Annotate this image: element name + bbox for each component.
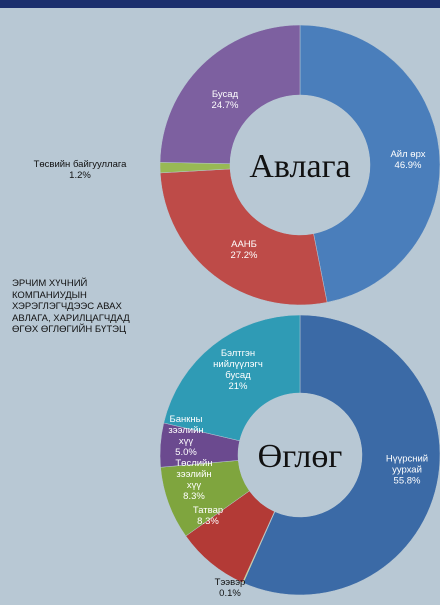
category-label: ААНБ: [231, 239, 257, 250]
value-label: 55.8%: [393, 475, 421, 487]
caption: ЭРЧИМ ХҮЧНИЙ КОМПАНИУДЫН ХЭРЭГЛЭГЧДЭЭС А…: [12, 278, 130, 335]
value-label: 24.7%: [211, 100, 239, 111]
slice-label: Тээвэр 0.1%: [200, 577, 260, 599]
category-label: Татвар: [192, 505, 224, 516]
slice-label: ААНБ 27.2%: [214, 239, 274, 261]
center-label: Өглөг: [258, 438, 343, 475]
slice-label: Татвар 8.3%: [183, 505, 233, 527]
value-label: 21%: [228, 381, 248, 392]
value-label: 5.0%: [175, 447, 197, 458]
slice-label: Бэлтгэн нийлүүлэгч бусад 21%: [208, 348, 268, 392]
slice-label: Банкны зээлийн хүү 5.0%: [162, 414, 210, 458]
value-label: 1.2%: [69, 170, 91, 181]
slice-label: Төсвийн байгууллага 1.2%: [20, 159, 140, 181]
category-label: Бусад: [211, 89, 239, 100]
category-label: Тээвэр: [214, 577, 246, 588]
category-label: Банкны зээлийн хүү: [168, 414, 204, 447]
top-bar: [0, 0, 440, 8]
category-label: Нүүрсний уурхай: [385, 453, 429, 476]
category-label: Айл өрх: [390, 149, 426, 160]
slice-label: Бусад 24.7%: [195, 89, 255, 111]
value-label: 8.3%: [183, 491, 205, 502]
category-label: Бэлтгэн нийлүүлэгч бусад: [213, 348, 263, 381]
donut-hole: [230, 95, 370, 235]
category-label: Төслийн зээлийн хүү: [175, 458, 213, 491]
value-label: 46.9%: [394, 160, 422, 171]
center-label: Авлага: [249, 148, 350, 185]
slice-label: Айл өрх 46.9%: [378, 149, 438, 171]
slice-label: Төслийн зээлийн хүү 8.3%: [168, 458, 220, 502]
value-label: 8.3%: [197, 516, 219, 527]
donut-hole: [238, 393, 362, 517]
value-label: 0.1%: [219, 588, 241, 599]
category-label: Төсвийн байгууллага: [33, 159, 127, 170]
value-label: 27.2%: [230, 250, 258, 261]
slice-label: Нүүрсний уурхай 55.8%: [377, 454, 437, 487]
